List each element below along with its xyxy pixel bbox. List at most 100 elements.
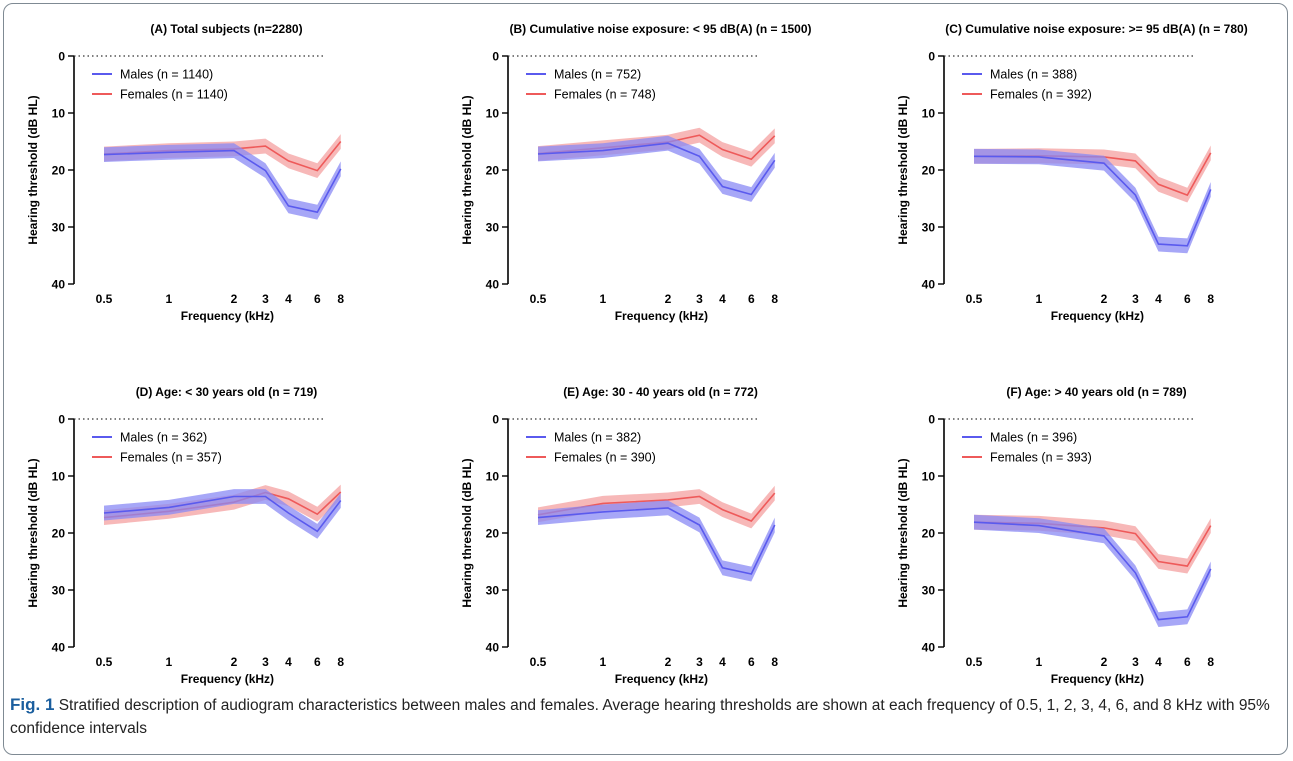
males-legend-label: Males (n = 396) [990,431,1077,445]
y-tick-label: 30 [486,221,500,235]
caption-label: Fig. 1 [10,695,55,714]
y-tick-label: 40 [52,278,66,292]
x-tick-label: 8 [771,655,778,669]
x-tick-label: 1 [600,292,607,306]
y-axis-label: Hearing threshold (dB HL) [896,458,910,607]
males-series-line [973,521,1212,621]
y-tick-label: 20 [52,527,66,541]
x-tick-label: 0.5 [966,292,983,306]
males-confidence-band [538,135,775,202]
x-tick-label: 4 [1155,292,1162,306]
y-tick-label: 10 [52,107,66,121]
figure-frame [3,3,1288,755]
females-legend-label: Females (n = 1140) [120,88,228,102]
y-tick-label: 10 [486,470,500,484]
y-axis-label: Hearing threshold (dB HL) [26,458,40,607]
chart-title: (E) Age: 30 - 40 years old (n = 772) [563,385,758,399]
chart-panel-3: (C) Cumulative noise exposure: >= 95 dB(… [896,22,1248,323]
y-tick-label: 0 [492,50,499,64]
males-series-line [973,155,1212,247]
males-legend-label: Males (n = 382) [554,431,641,445]
x-tick-label: 0.5 [96,292,113,306]
x-axis-label: Frequency (kHz) [615,309,708,323]
x-tick-label: 3 [1132,292,1139,306]
y-axis-label: Hearing threshold (dB HL) [460,95,474,244]
x-tick-label: 2 [665,292,672,306]
x-axis-label: Frequency (kHz) [181,672,274,686]
x-tick-label: 3 [262,655,269,669]
x-axis-label: Frequency (kHz) [1051,309,1144,323]
chart-panel-5: (E) Age: 30 - 40 years old (n = 772) 0 10 2… [460,385,778,686]
x-tick-label: 1 [1036,655,1043,669]
x-tick-label: 1 [1036,292,1043,306]
y-axis-label: Hearing threshold (dB HL) [896,95,910,244]
y-tick-label: 0 [492,413,499,427]
chart-title: (C) Cumulative noise exposure: >= 95 dB(… [945,22,1247,36]
chart-title: (D) Age: < 30 years old (n = 719) [136,385,318,399]
x-tick-label: 0.5 [530,655,547,669]
females-series-line [537,492,776,522]
x-tick-label: 3 [1132,655,1139,669]
x-axis-label: Frequency (kHz) [1051,672,1144,686]
y-tick-label: 40 [52,641,66,655]
y-tick-label: 30 [922,221,936,235]
x-tick-label: 2 [1101,292,1108,306]
x-tick-label: 6 [314,292,321,306]
males-series-line [103,149,342,214]
males-confidence-band [104,489,341,539]
x-tick-label: 1 [600,655,607,669]
y-tick-label: 20 [486,527,500,541]
y-tick-label: 0 [928,413,935,427]
x-tick-label: 4 [285,655,292,669]
y-tick-label: 10 [922,107,936,121]
y-tick-label: 30 [52,584,66,598]
x-tick-label: 0.5 [96,655,113,669]
x-axis-label: Frequency (kHz) [615,672,708,686]
chart-panel-2: (B) Cumulative noise exposure: < 95 dB(A… [460,22,812,323]
x-tick-label: 6 [1184,292,1191,306]
y-tick-label: 0 [58,413,65,427]
x-tick-label: 4 [1155,655,1162,669]
y-tick-label: 20 [922,164,936,178]
males-series-line [537,142,776,196]
y-tick-label: 0 [58,50,65,64]
x-tick-label: 6 [1184,655,1191,669]
chart-panel-1: (A) Total subjects (n=2280) 0 10 20 30 40 Hear… [26,22,344,323]
y-tick-label: 40 [486,641,500,655]
males-confidence-band [104,143,341,220]
x-tick-label: 8 [771,292,778,306]
y-tick-label: 30 [486,584,500,598]
y-tick-label: 20 [52,164,66,178]
x-tick-label: 8 [337,292,344,306]
x-tick-label: 3 [262,292,269,306]
x-tick-label: 2 [665,655,672,669]
males-confidence-band [538,500,775,582]
females-legend-label: Females (n = 390) [554,451,656,465]
x-tick-label: 8 [337,655,344,669]
males-confidence-band [974,514,1211,627]
x-tick-label: 1 [166,292,173,306]
x-tick-label: 4 [719,655,726,669]
males-confidence-band [974,148,1211,254]
males-legend-label: Males (n = 752) [554,68,641,82]
chart-title: (B) Cumulative noise exposure: < 95 dB(A… [509,22,811,36]
x-tick-label: 8 [1207,655,1214,669]
x-tick-label: 1 [166,655,173,669]
y-tick-label: 30 [52,221,66,235]
x-tick-label: 3 [696,292,703,306]
y-tick-label: 10 [922,470,936,484]
chart-title: (F) Age: > 40 years old (n = 789) [1006,385,1186,399]
x-tick-label: 3 [696,655,703,669]
x-tick-label: 6 [314,655,321,669]
x-tick-label: 2 [231,292,238,306]
y-tick-label: 30 [922,584,936,598]
x-tick-label: 8 [1207,292,1214,306]
females-legend-label: Females (n = 748) [554,88,656,102]
x-tick-label: 4 [719,292,726,306]
females-legend-label: Females (n = 393) [990,451,1092,465]
chart-panel-4: (D) Age: < 30 years old (n = 719)0102030… [26,385,344,686]
males-legend-label: Males (n = 1140) [120,68,213,82]
x-tick-label: 0.5 [966,655,983,669]
y-axis-label: Hearing threshold (dB HL) [26,95,40,244]
y-tick-label: 40 [486,278,500,292]
